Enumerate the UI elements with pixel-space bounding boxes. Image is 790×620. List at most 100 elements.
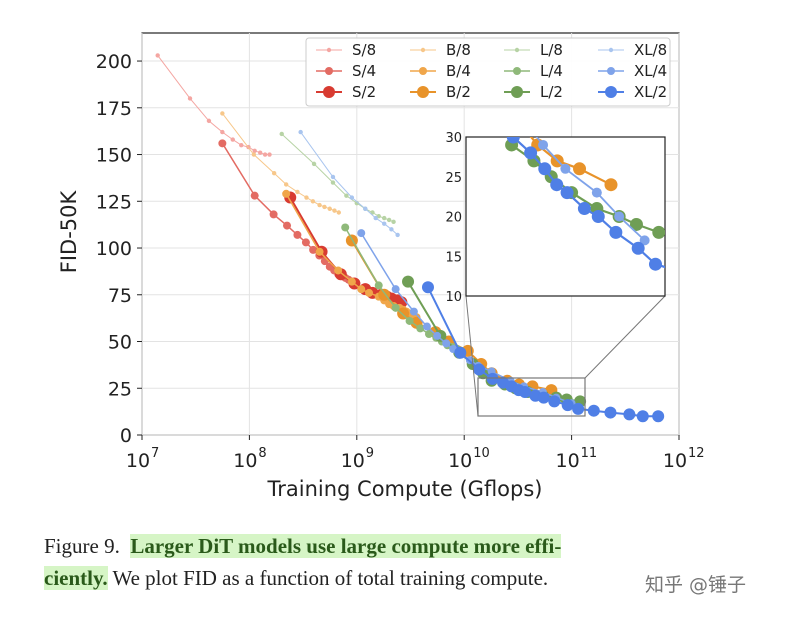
point-b-8 — [304, 195, 309, 200]
x-tick-exponent: 8 — [258, 446, 266, 461]
point-xl-2 — [623, 408, 636, 421]
fid-vs-compute-chart: 10 7 10 8 10 9 10 10 10 11 10 12 025507510012515017… — [57, 11, 705, 501]
inset-point-xl-2 — [538, 162, 552, 176]
point-l-4 — [416, 324, 425, 333]
point-l-4 — [341, 223, 350, 232]
inset-point-xl-4 — [639, 235, 650, 246]
zoom-indicator — [465, 295, 666, 417]
inset-point-xl-2 — [550, 178, 564, 192]
legend-entry-l-8: L/8 — [504, 41, 563, 59]
watermark-text: 知乎 @锤子 — [645, 574, 747, 596]
point-l-8 — [311, 161, 317, 167]
point-l-2 — [402, 275, 415, 288]
point-s-4 — [269, 210, 278, 219]
legend-entry-s-8: S/8 — [316, 41, 376, 59]
point-xl-2 — [421, 281, 434, 294]
inset-point-b-2 — [573, 162, 587, 176]
legend-swatch-marker — [420, 47, 426, 53]
inset-point-l-4 — [456, 13, 466, 23]
inset-point-xl-2 — [609, 225, 623, 239]
inset-point-xl-2 — [506, 137, 520, 144]
series-xl-2 — [421, 281, 665, 423]
inset-y-ticks: 10 15 20 25 30 — [445, 131, 462, 305]
series-layer — [155, 53, 665, 423]
legend-label: L/4 — [540, 62, 563, 80]
inset-point-xl-4 — [538, 139, 549, 150]
legend-swatch-marker — [417, 86, 429, 98]
point-b-4 — [315, 247, 324, 256]
inset-point-l-2 — [629, 217, 643, 231]
y-axis-label: FID-50K — [57, 190, 81, 274]
zoom-connector-right — [584, 295, 666, 379]
inset-point-b-2 — [604, 178, 618, 192]
inset-y-tick-label: 15 — [445, 250, 462, 265]
inset-point-xl-4 — [614, 211, 625, 222]
legend-label: S/2 — [352, 83, 376, 101]
inset-series-l-4 — [456, 13, 466, 23]
legend-swatch-marker — [325, 67, 333, 75]
inset-point-xl-2 — [631, 241, 645, 255]
legend-swatch-marker — [608, 47, 614, 53]
caption-prefix: Figure 9. — [44, 534, 120, 558]
legend-frame — [305, 37, 671, 107]
inset-series-xl-2 — [453, 19, 665, 271]
point-s-8 — [267, 152, 272, 157]
point-xl-2 — [548, 395, 561, 408]
point-xl-8 — [349, 195, 355, 200]
point-b-2 — [397, 307, 410, 320]
inset-point-b-2 — [465, 11, 478, 24]
x-axis-label: Training Compute (Gflops) — [267, 477, 543, 501]
zoom-connector-left — [465, 295, 479, 417]
point-xl-2 — [636, 410, 649, 423]
x-tick-label: 10 — [233, 450, 257, 472]
point-b-8 — [332, 208, 337, 213]
point-b-8 — [251, 152, 257, 157]
legend-entry-xl-4: XL/4 — [598, 62, 667, 80]
inset-point-xl-2 — [560, 186, 574, 200]
y-tick-label: 175 — [96, 98, 132, 120]
point-s-4 — [293, 230, 302, 239]
point-b-8 — [310, 199, 316, 204]
caption-rest: We plot FID as a function of total train… — [107, 566, 549, 590]
legend-swatch-marker — [419, 67, 427, 75]
legend-entry-b-2: B/2 — [410, 83, 471, 101]
point-xl-2 — [454, 346, 467, 359]
y-tick-label: 25 — [108, 378, 132, 400]
point-l-8 — [279, 131, 284, 137]
legend-entry-l-2: L/2 — [504, 83, 563, 101]
x-tick-exponent: 10 — [473, 446, 490, 461]
inset-zoom-plot: 10 15 20 25 30 — [445, 11, 666, 305]
caption-highlight-1: Larger DiT models use large compute more… — [130, 534, 562, 558]
y-tick-label: 0 — [120, 425, 132, 447]
point-b-4 — [334, 266, 343, 275]
inset-y-tick-label: 30 — [445, 131, 462, 146]
series-b-8 — [220, 111, 342, 215]
point-xl-2 — [572, 402, 585, 415]
point-s-8 — [262, 152, 268, 157]
point-b-8 — [271, 171, 277, 176]
point-b-8 — [336, 210, 342, 215]
point-s-4 — [309, 245, 318, 254]
point-s-8 — [252, 148, 257, 153]
inset-point-xl-2 — [453, 19, 466, 32]
point-xl-2 — [604, 406, 617, 419]
inset-point-xl-2 — [524, 146, 538, 160]
point-l-8 — [330, 180, 336, 185]
point-xl-8 — [395, 232, 400, 238]
point-s-4 — [301, 238, 310, 247]
point-b-8 — [220, 111, 225, 116]
point-b-8 — [317, 202, 322, 208]
inset-point-l-2 — [652, 225, 665, 239]
point-l-8 — [386, 217, 392, 223]
point-s-8 — [230, 137, 235, 142]
point-xl-2 — [473, 363, 486, 376]
point-xl-8 — [382, 221, 387, 226]
point-b-8 — [327, 206, 332, 211]
legend-label: B/8 — [446, 41, 471, 59]
legend-label: S/8 — [352, 41, 376, 59]
x-axis-ticks: 10 7 10 8 10 9 10 10 10 11 10 12 — [126, 435, 705, 472]
x-tick-exponent: 9 — [366, 446, 374, 461]
inset-y-tick-label: 25 — [445, 171, 462, 186]
point-xl-2 — [486, 372, 499, 385]
inset-point-xl-4 — [591, 187, 602, 198]
